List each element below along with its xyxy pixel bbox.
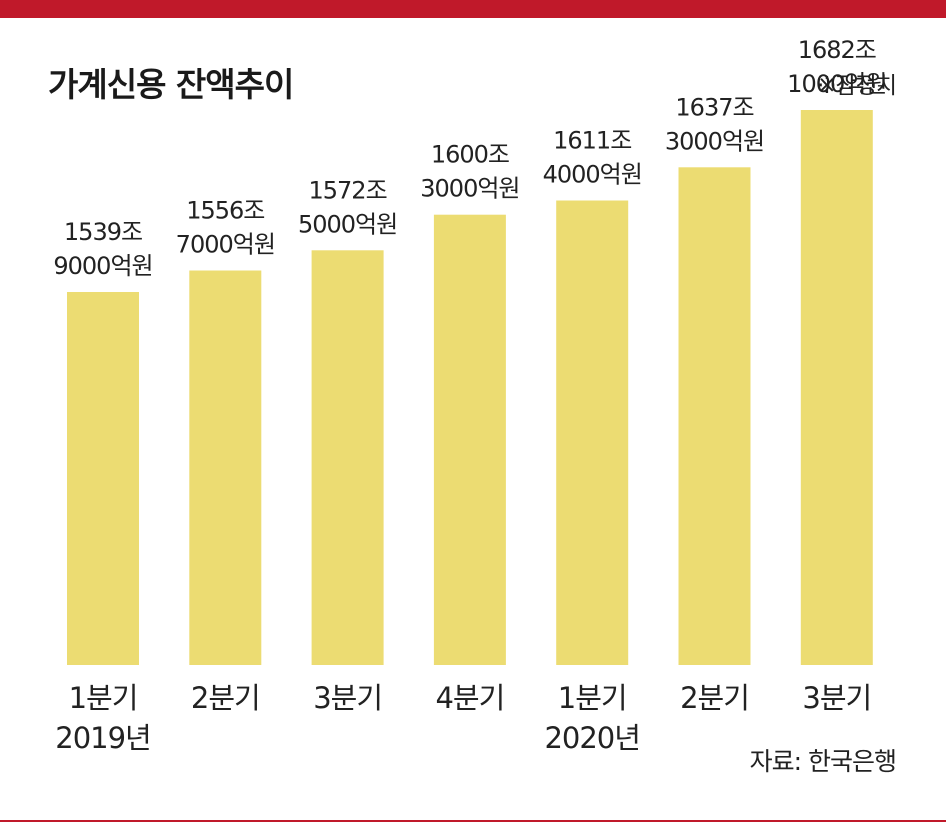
category-label: 3분기 — [802, 681, 871, 715]
value-label-remainder: 7000억원 — [176, 231, 275, 259]
year-label: 2019년 — [55, 721, 150, 755]
category-label: 2분기 — [680, 681, 749, 715]
value-label-amount: 1572조 — [309, 176, 387, 204]
bar — [311, 250, 384, 666]
chart-title: 가계신용 잔액추이 — [48, 65, 294, 104]
value-label-remainder: 9000억원 — [53, 252, 152, 280]
value-label-amount: 1556조 — [186, 197, 264, 225]
bar — [67, 292, 139, 665]
bar — [556, 200, 629, 665]
value-label-amount: 1682조 — [798, 36, 876, 64]
value-label-remainder: 5000억원 — [298, 210, 397, 238]
source-note: 자료: 한국은행 — [749, 747, 897, 776]
year-label: 2020년 — [544, 721, 639, 755]
provisional-note: ※잠정치 — [817, 73, 897, 99]
bar — [433, 214, 506, 665]
value-label-amount: 1539조 — [64, 218, 142, 246]
category-label: 4분기 — [435, 681, 504, 715]
bottom-rule — [0, 820, 946, 822]
category-label: 2분기 — [191, 681, 260, 715]
value-label-amount: 1600조 — [431, 141, 509, 169]
value-label-amount: 1637조 — [675, 93, 753, 121]
category-label: 1분기 — [558, 681, 627, 715]
value-label-remainder: 1000억원 — [787, 70, 886, 98]
bar — [800, 110, 873, 665]
value-label-remainder: 4000억원 — [543, 161, 642, 189]
value-label-amount: 1611조 — [553, 127, 631, 155]
value-label-remainder: 3000억원 — [665, 127, 764, 155]
bar — [189, 270, 262, 665]
top-accent-bar — [0, 0, 946, 18]
bar — [678, 167, 751, 666]
category-label: 3분기 — [313, 681, 382, 715]
value-label-remainder: 3000억원 — [420, 175, 519, 203]
category-label: 1분기 — [69, 681, 138, 715]
